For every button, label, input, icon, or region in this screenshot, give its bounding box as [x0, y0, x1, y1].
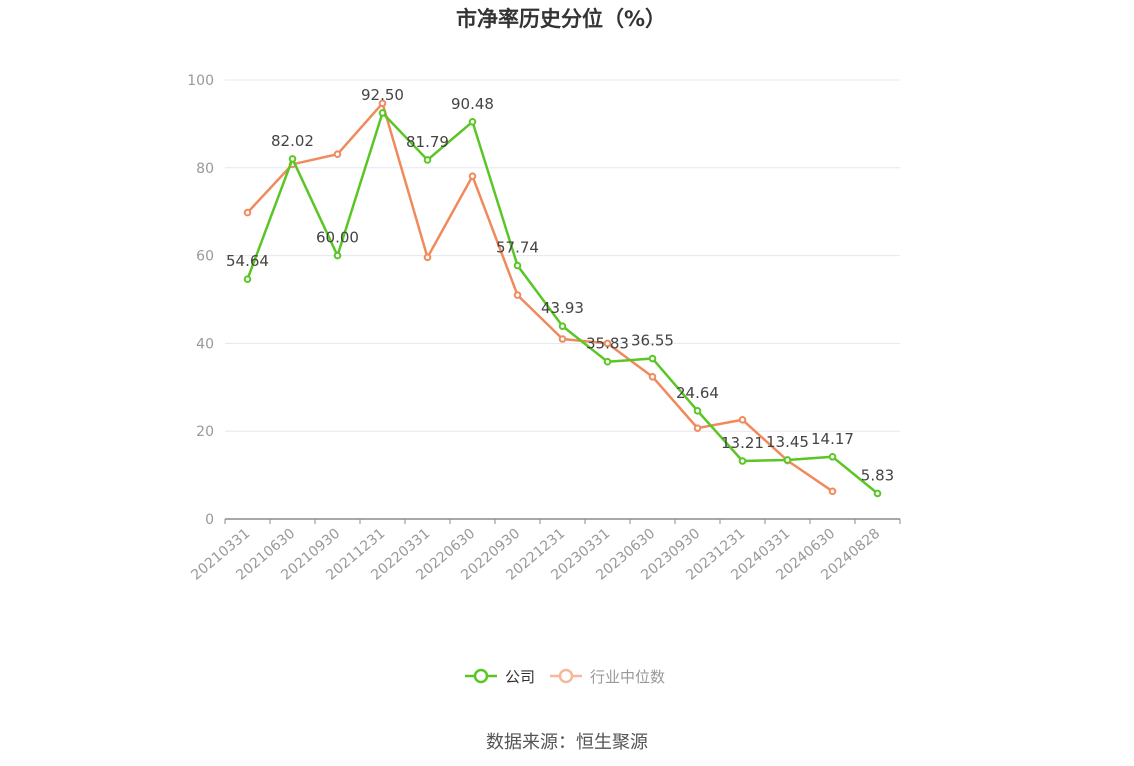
industry-median-point [828, 487, 837, 496]
legend-label: 行业中位数 [590, 668, 665, 686]
company-data-label: 13.21 [721, 434, 764, 452]
company-point [558, 322, 567, 330]
company-point [243, 275, 252, 283]
company-point [468, 117, 477, 126]
company-data-label: 90.48 [451, 95, 494, 113]
company-data-label: 82.02 [271, 132, 314, 150]
legend-item-company[interactable]: 公司 [465, 668, 535, 686]
y-tick-label: 20 [196, 424, 214, 440]
company-point [693, 407, 702, 415]
company-point [333, 251, 342, 260]
company-data-label: 81.79 [406, 133, 449, 151]
y-tick-label: 80 [196, 161, 214, 177]
company-point [423, 156, 432, 164]
series-layer [243, 99, 882, 498]
company-point [513, 261, 522, 270]
company-data-label: 43.93 [541, 299, 584, 317]
company-point [828, 452, 837, 461]
company-data-label: 14.17 [811, 430, 854, 448]
y-tick-label: 60 [196, 249, 214, 265]
company-data-label: 36.55 [631, 332, 674, 350]
source-note: 数据来源：恒生聚源 [486, 732, 648, 753]
y-tick-label: 0 [205, 512, 214, 528]
industry-median-point [243, 208, 252, 217]
series-industry-median-line [246, 102, 834, 493]
company-data-label: 13.45 [766, 433, 809, 451]
company-data-label: 35.83 [586, 335, 629, 353]
company-data-label: 60.00 [316, 229, 359, 247]
industry-median-point [468, 172, 477, 180]
company-point [603, 357, 612, 366]
company-point [783, 456, 792, 464]
data-labels: 54.64 82.02 60.00 92.50 81.79 90.48 57.74 43.93… [226, 86, 894, 484]
y-axis: 0 20 40 60 80 100 [187, 73, 214, 528]
y-tick-label: 100 [187, 73, 214, 89]
industry-median-point [603, 339, 612, 348]
industry-median-point [648, 372, 657, 381]
company-point [738, 457, 747, 465]
company-data-label: 5.83 [861, 466, 894, 484]
y-tick-label: 40 [196, 336, 214, 352]
company-point [378, 109, 387, 117]
x-axis: 2021033120210630202109302021123120220331… [188, 518, 901, 584]
industry-median-point [513, 291, 522, 299]
company-data-label: 92.50 [361, 86, 404, 104]
company-data-label: 24.64 [676, 384, 719, 402]
company-data-label: 54.64 [226, 252, 269, 270]
legend[interactable]: 公司 行业中位数 [465, 668, 665, 686]
chart-title: 市净率历史分位（%） [456, 7, 666, 31]
industry-median-point [738, 415, 747, 424]
company-point [873, 489, 882, 498]
legend-label: 公司 [505, 668, 535, 686]
industry-median-point [423, 253, 432, 262]
company-point [648, 354, 657, 363]
industry-median-point [378, 99, 387, 108]
industry-median-point [693, 424, 702, 432]
company-data-label: 57.74 [496, 239, 539, 257]
legend-marker-icon [473, 668, 489, 684]
grid [225, 79, 900, 432]
industry-median-point [558, 335, 567, 343]
legend-marker-icon [558, 668, 574, 684]
company-point [288, 155, 297, 163]
industry-median-point [333, 150, 342, 158]
legend-item-industry-median[interactable]: 行业中位数 [550, 668, 665, 686]
